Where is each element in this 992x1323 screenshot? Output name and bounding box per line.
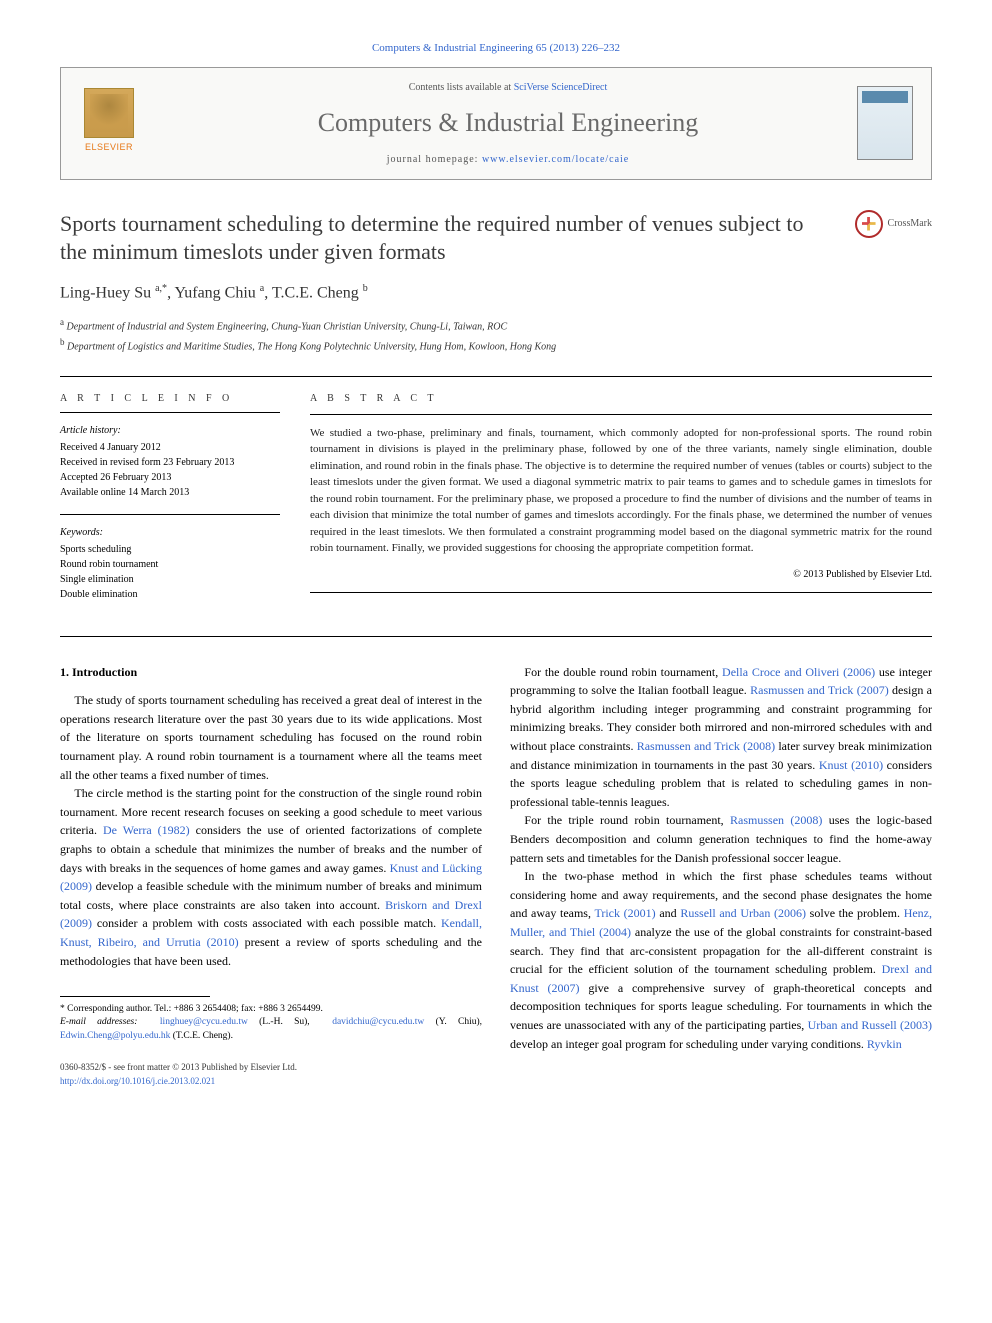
affiliation-b-text: Department of Logistics and Maritime Stu… bbox=[67, 342, 556, 353]
para-text: develop an integer goal program for sche… bbox=[510, 1037, 867, 1051]
issn-line: 0360-8352/$ - see front matter © 2013 Pu… bbox=[60, 1061, 482, 1075]
email-who: (Y. Chiu), bbox=[424, 1017, 482, 1027]
cite-link[interactable]: Della Croce and Oliveri (2006) bbox=[722, 665, 875, 679]
email-who: (T.C.E. Cheng). bbox=[170, 1031, 233, 1041]
crossmark-badge[interactable]: CrossMark bbox=[855, 210, 932, 238]
left-column: 1. Introduction The study of sports tour… bbox=[60, 663, 482, 1089]
right-column: For the double round robin tournament, D… bbox=[510, 663, 932, 1089]
bottom-line: 0360-8352/$ - see front matter © 2013 Pu… bbox=[60, 1061, 482, 1089]
separator bbox=[310, 592, 932, 593]
para-text: and bbox=[656, 906, 681, 920]
article-title: Sports tournament scheduling to determin… bbox=[60, 210, 855, 267]
journal-header: ELSEVIER Contents lists available at Sci… bbox=[60, 67, 932, 180]
history-revised: Received in revised form 23 February 201… bbox=[60, 455, 280, 470]
elsevier-tree-icon bbox=[84, 88, 134, 138]
publisher-logo: ELSEVIER bbox=[79, 88, 139, 158]
crossmark-icon bbox=[855, 210, 883, 238]
body-columns: 1. Introduction The study of sports tour… bbox=[60, 663, 932, 1089]
cite-link[interactable]: Rasmussen and Trick (2007) bbox=[750, 683, 889, 697]
top-citation: Computers & Industrial Engineering 65 (2… bbox=[60, 40, 932, 57]
cite-link[interactable]: Knust (2010) bbox=[819, 758, 883, 772]
doi-link[interactable]: http://dx.doi.org/10.1016/j.cie.2013.02.… bbox=[60, 1076, 215, 1086]
history-head: Article history: bbox=[60, 423, 280, 438]
authors-line: Ling-Huey Su a,*, Yufang Chiu a, T.C.E. … bbox=[60, 281, 932, 305]
email-who: (L.-H. Su), bbox=[248, 1017, 321, 1027]
paragraph: The circle method is the starting point … bbox=[60, 784, 482, 970]
section-1-head: 1. Introduction bbox=[60, 663, 482, 682]
keyword: Round robin tournament bbox=[60, 557, 280, 572]
abstract-col: A B S T R A C T We studied a two-phase, … bbox=[310, 391, 932, 616]
info-abstract-row: A R T I C L E I N F O Article history: R… bbox=[60, 391, 932, 616]
separator bbox=[60, 412, 280, 413]
footnotes: * Corresponding author. Tel.: +886 3 265… bbox=[60, 1003, 482, 1043]
homepage-prefix: journal homepage: bbox=[387, 154, 482, 165]
cite-link[interactable]: Russell and Urban (2006) bbox=[680, 906, 806, 920]
para-text: solve the problem. bbox=[806, 906, 904, 920]
separator bbox=[60, 514, 280, 515]
email-addresses: E-mail addresses: linghuey@cycu.edu.tw (… bbox=[60, 1016, 482, 1043]
paragraph: In the two-phase method in which the fir… bbox=[510, 867, 932, 1053]
para-text: For the double round robin tournament, bbox=[524, 665, 722, 679]
cite-link[interactable]: Ryvkin bbox=[867, 1037, 902, 1051]
paragraph: For the double round robin tournament, D… bbox=[510, 663, 932, 812]
journal-homepage-line: journal homepage: www.elsevier.com/locat… bbox=[159, 152, 857, 167]
email-link[interactable]: davidchiu@cycu.edu.tw bbox=[332, 1017, 424, 1027]
keyword: Single elimination bbox=[60, 572, 280, 587]
emails-label: E-mail addresses: bbox=[60, 1017, 137, 1027]
contents-available-line: Contents lists available at SciVerse Sci… bbox=[159, 80, 857, 95]
journal-name: Computers & Industrial Engineering bbox=[159, 103, 857, 142]
contents-prefix: Contents lists available at bbox=[409, 82, 514, 93]
cite-link[interactable]: Rasmussen (2008) bbox=[730, 813, 822, 827]
affiliation-b: b Department of Logistics and Maritime S… bbox=[60, 335, 932, 355]
email-link[interactable]: linghuey@cycu.edu.tw bbox=[160, 1017, 248, 1027]
cite-link[interactable]: Urban and Russell (2003) bbox=[808, 1018, 932, 1032]
para-text: For the triple round robin tournament, bbox=[524, 813, 730, 827]
history-received: Received 4 January 2012 bbox=[60, 440, 280, 455]
affiliation-a-text: Department of Industrial and System Engi… bbox=[67, 321, 508, 332]
keyword: Double elimination bbox=[60, 587, 280, 602]
crossmark-label: CrossMark bbox=[888, 216, 932, 231]
affiliation-a: a Department of Industrial and System En… bbox=[60, 315, 932, 335]
paragraph: For the triple round robin tournament, R… bbox=[510, 811, 932, 867]
keywords-head: Keywords: bbox=[60, 525, 280, 540]
abstract-copyright: © 2013 Published by Elsevier Ltd. bbox=[310, 567, 932, 582]
footnote-separator bbox=[60, 996, 210, 997]
history-accepted: Accepted 26 February 2013 bbox=[60, 470, 280, 485]
header-center: Contents lists available at SciVerse Sci… bbox=[159, 80, 857, 167]
abstract-text: We studied a two-phase, preliminary and … bbox=[310, 425, 932, 557]
journal-homepage-link[interactable]: www.elsevier.com/locate/caie bbox=[482, 154, 629, 165]
corresponding-author: * Corresponding author. Tel.: +886 3 265… bbox=[60, 1003, 482, 1016]
article-history: Article history: Received 4 January 2012… bbox=[60, 423, 280, 500]
para-text: The study of sports tournament schedulin… bbox=[60, 693, 482, 781]
journal-cover-thumb bbox=[857, 86, 913, 160]
para-text: consider a problem with costs associated… bbox=[92, 916, 441, 930]
article-info-col: A R T I C L E I N F O Article history: R… bbox=[60, 391, 280, 616]
separator bbox=[60, 636, 932, 637]
title-row: Sports tournament scheduling to determin… bbox=[60, 210, 932, 267]
cite-link[interactable]: De Werra (1982) bbox=[103, 823, 190, 837]
email-link[interactable]: Edwin.Cheng@polyu.edu.hk bbox=[60, 1031, 170, 1041]
affiliations: a Department of Industrial and System En… bbox=[60, 315, 932, 356]
keyword: Sports scheduling bbox=[60, 542, 280, 557]
sciencedirect-link[interactable]: SciVerse ScienceDirect bbox=[514, 82, 608, 93]
keywords-block: Keywords: Sports scheduling Round robin … bbox=[60, 525, 280, 602]
publisher-name: ELSEVIER bbox=[85, 141, 133, 155]
separator bbox=[310, 414, 932, 415]
cite-link[interactable]: Rasmussen and Trick (2008) bbox=[637, 739, 775, 753]
separator bbox=[60, 376, 932, 377]
article-info-head: A R T I C L E I N F O bbox=[60, 391, 280, 406]
abstract-head: A B S T R A C T bbox=[310, 391, 932, 406]
history-online: Available online 14 March 2013 bbox=[60, 485, 280, 500]
cite-link[interactable]: Trick (2001) bbox=[594, 906, 655, 920]
paragraph: The study of sports tournament schedulin… bbox=[60, 691, 482, 784]
